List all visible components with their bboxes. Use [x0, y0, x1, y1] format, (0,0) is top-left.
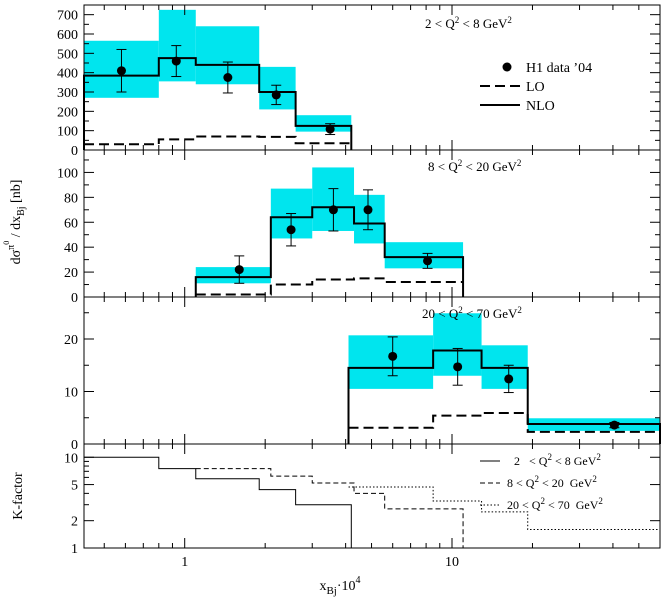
- y-tick-label: 60: [64, 216, 78, 231]
- data-point: [223, 73, 233, 82]
- y-tick-label: 600: [57, 28, 78, 43]
- y-tick-label: 100: [57, 166, 78, 181]
- data-point: [453, 362, 463, 372]
- lo-step-line: [195, 277, 464, 296]
- legend-data-marker: [502, 62, 512, 72]
- y-tick-label: 0: [71, 438, 78, 453]
- y-axis-label: dσπ0 / dxBj [nb]: [2, 180, 27, 265]
- x-tick-label: 10: [445, 555, 459, 570]
- lo-step-line: [84, 135, 352, 146]
- y-tick-label: 40: [64, 241, 78, 256]
- data-point: [286, 225, 296, 235]
- kfactor-line-3: [348, 486, 661, 548]
- nlo-step-line: [347, 349, 661, 444]
- y-tick-label: 5: [71, 479, 78, 494]
- y-tick-label: 1: [71, 542, 78, 557]
- panel-3: 20 < Q2 < 70 GeV2 0 10 20: [64, 296, 661, 453]
- data-point: [271, 90, 281, 100]
- nlo-band-bin-5: [384, 242, 464, 269]
- panel-1: 2 < Q2 < 8 GeV2 0 100 200 300 400 500 600 700: [57, 4, 661, 159]
- y-tick-label: 80: [64, 191, 78, 206]
- legend-data-label: H1 data ’04: [526, 61, 592, 76]
- panel-2: 8 < Q2 < 20 GeV2 0 20 40 60 80 100: [57, 149, 661, 306]
- data-point: [116, 66, 126, 76]
- panel-label-q2-range: 8 < Q2 < 20 GeV2: [428, 158, 521, 174]
- y-tick-label: 2: [71, 515, 78, 530]
- data-point: [328, 205, 338, 215]
- main-legend: H1 data ’04 LO NLO: [480, 61, 592, 114]
- panel-label-q2-range: 2 < Q2 < 8 GeV2: [425, 15, 512, 31]
- data-point: [234, 265, 244, 275]
- legend-nlo-label: NLO: [526, 99, 555, 114]
- y-tick-label: 300: [57, 86, 78, 101]
- data-point: [504, 374, 514, 384]
- nlo-band-bin-1: [348, 335, 434, 389]
- y-tick-label: 0: [71, 144, 78, 159]
- data-point: [363, 205, 373, 215]
- kfactor-legend-label-1: 2 < Q2 < 8 GeV2: [514, 452, 601, 468]
- data-point: [325, 124, 335, 134]
- y-tick-label: 20: [64, 333, 78, 348]
- y-tick-label: 400: [57, 67, 78, 82]
- y-tick-label: 20: [64, 266, 78, 281]
- kfactor-legend-label-3: 20 < Q2 < 70 GeV2: [507, 496, 603, 512]
- data-point: [423, 256, 433, 266]
- panel-label-q2-range: 20 < Q2 < 70 GeV2: [422, 305, 522, 321]
- y-tick-label: 10: [64, 386, 78, 401]
- y-tick-label: 500: [57, 47, 78, 62]
- nlo-band-bin-4: [259, 66, 296, 110]
- data-point: [609, 420, 619, 430]
- y-tick-label: 100: [57, 125, 78, 140]
- panel-4: 2 < Q2 < 8 GeV2 8 < Q2 < 20 GeV2 20 < Q2 <…: [11, 443, 661, 557]
- x-axis-label: xBj·104: [319, 575, 360, 597]
- legend-lo-label: LO: [526, 80, 545, 95]
- x-tick-label: 1: [181, 555, 188, 570]
- y-tick-label: 0: [71, 291, 78, 306]
- data-point: [171, 56, 181, 66]
- kfactor-line-1: [84, 456, 352, 548]
- y-tick-label: 10: [64, 451, 78, 466]
- y-tick-label: 200: [57, 105, 78, 120]
- kfactor-legend-label-2: 8 < Q2 < 20 GeV2: [507, 474, 597, 490]
- nlo-band-bin-1: [195, 267, 271, 284]
- nlo-band-bin-5: [295, 115, 352, 132]
- y-tick-label: 700: [57, 9, 78, 24]
- kfactor-ylabel: K-factor: [11, 472, 26, 520]
- nlo-band-bin-4: [354, 194, 385, 244]
- kfactor-line-2: [195, 468, 464, 548]
- data-point: [388, 351, 398, 361]
